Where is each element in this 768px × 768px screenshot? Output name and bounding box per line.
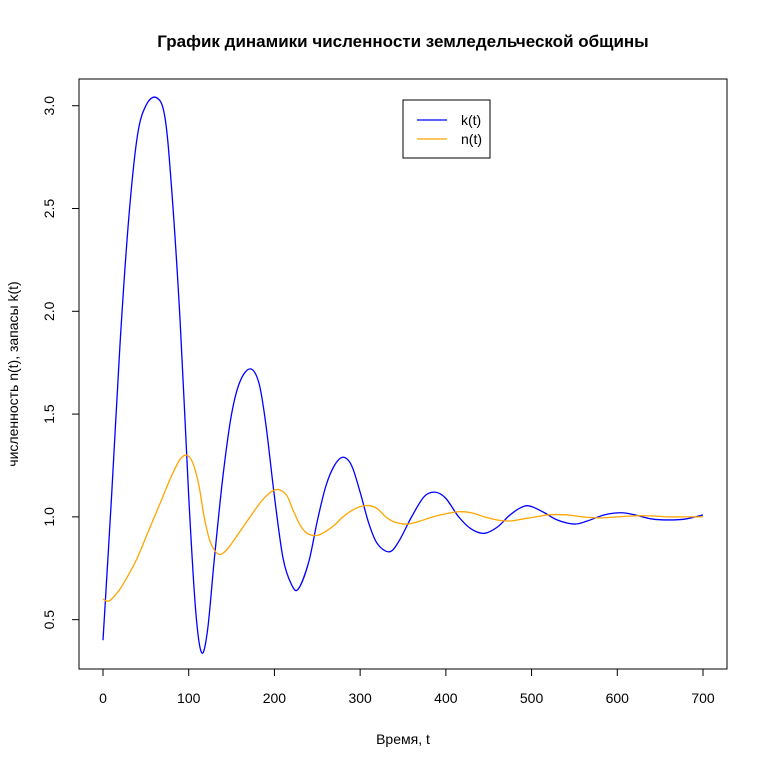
x-tick-label: 0 xyxy=(99,690,107,706)
plot-frame xyxy=(78,78,728,670)
legend-label-k: k(t) xyxy=(461,112,481,128)
series-layer xyxy=(102,96,704,654)
y-tick-label: 2.5 xyxy=(41,199,57,219)
x-tick-label: 400 xyxy=(434,690,458,706)
series-line-0 xyxy=(102,96,704,654)
y-axis: 0.5 1.0 1.5 2.0 2.5 3.0 xyxy=(41,96,80,630)
legend-label-n: n(t) xyxy=(461,131,482,147)
x-tick-label: 500 xyxy=(520,690,544,706)
x-axis: 0 100 200 300 400 500 600 700 xyxy=(99,668,715,706)
y-tick-label: 2.0 xyxy=(41,301,57,321)
x-axis-label: Время, t xyxy=(376,731,430,747)
y-tick-label: 1.5 xyxy=(41,404,57,424)
y-axis-label: численность n(t), запасы k(t) xyxy=(5,281,21,466)
x-tick-label: 100 xyxy=(177,690,201,706)
legend-box xyxy=(402,99,491,159)
y-tick-label: 1.0 xyxy=(41,507,57,527)
x-tick-label: 700 xyxy=(691,690,715,706)
x-tick-label: 300 xyxy=(348,690,372,706)
chart-title: График динамики численности земледельчес… xyxy=(157,32,648,51)
x-tick-label: 200 xyxy=(263,690,287,706)
y-tick-label: 3.0 xyxy=(41,96,57,116)
x-tick-label: 600 xyxy=(606,690,630,706)
legend: k(t) n(t) xyxy=(402,99,491,159)
y-tick-label: 0.5 xyxy=(41,610,57,630)
series-line-1 xyxy=(102,454,703,602)
